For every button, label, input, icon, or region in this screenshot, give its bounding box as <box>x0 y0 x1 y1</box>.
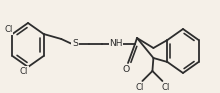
Text: S: S <box>72 40 78 49</box>
Text: NH: NH <box>109 40 123 49</box>
Text: O: O <box>122 65 130 73</box>
Text: Cl: Cl <box>4 25 13 35</box>
Text: Cl: Cl <box>161 84 170 93</box>
Text: Cl: Cl <box>135 84 144 93</box>
Text: Cl: Cl <box>20 66 28 76</box>
